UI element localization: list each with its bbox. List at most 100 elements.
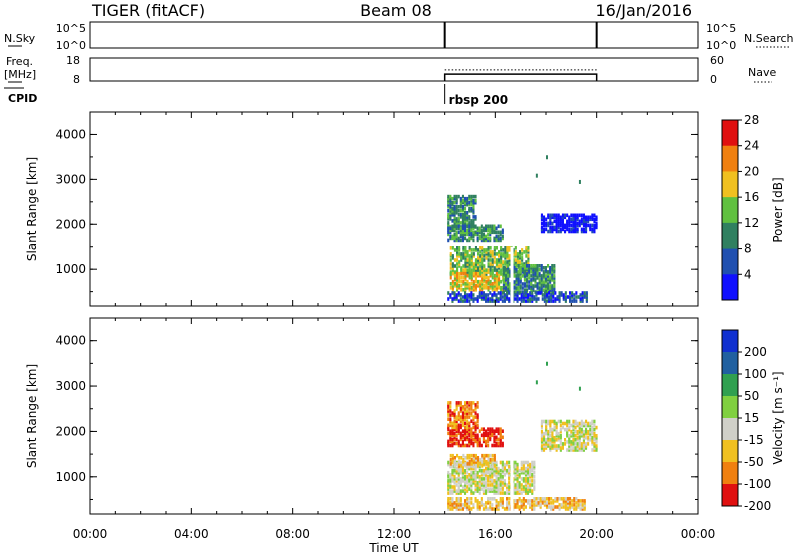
- power-cell: [515, 274, 518, 278]
- power-cell: [479, 264, 482, 268]
- power-cell: [500, 260, 503, 264]
- power-cell: [472, 254, 475, 258]
- velocity-cell: [495, 489, 498, 493]
- velocity-cell: [453, 435, 456, 440]
- velocity-cell: [457, 503, 460, 507]
- power-cell: [528, 264, 531, 268]
- velocity-cell: [466, 456, 469, 460]
- power-cell: [554, 299, 557, 303]
- velocity-cell: [503, 462, 506, 467]
- power-cell: [477, 252, 480, 256]
- power-cell: [585, 215, 588, 220]
- power-cell: [507, 268, 510, 272]
- power-cell: [522, 297, 525, 301]
- power-cell: [507, 270, 510, 274]
- power-cell: [556, 297, 559, 301]
- velocity-cell: [581, 503, 584, 507]
- power-cell: [523, 250, 526, 254]
- velocity-cell: [581, 499, 584, 503]
- power-cell: [561, 219, 564, 224]
- power-cell: [458, 248, 461, 252]
- power-cell: [540, 264, 543, 268]
- power-cell: [506, 248, 509, 252]
- colorbar-tick-label: 100: [744, 367, 767, 381]
- power-cell: [466, 286, 469, 290]
- velocity-cell: [451, 479, 454, 483]
- power-cell: [528, 266, 531, 270]
- power-cell: [530, 288, 533, 292]
- velocity-cell: [580, 429, 583, 434]
- velocity-cell: [477, 456, 480, 460]
- power-cell: [470, 230, 473, 235]
- velocity-cell: [582, 444, 585, 448]
- velocity-cell: [461, 413, 464, 417]
- velocity-cell: [533, 487, 536, 491]
- power-cell: [480, 228, 483, 233]
- velocity-cell: [585, 446, 588, 450]
- velocity-cell: [522, 466, 525, 471]
- power-cell: [572, 221, 575, 226]
- velocity-cell: [508, 491, 511, 495]
- power-cell: [474, 198, 477, 203]
- power-cell: [468, 286, 471, 290]
- velocity-cell: [558, 497, 561, 501]
- velocity-cell: [527, 479, 530, 483]
- power-cell: [513, 280, 516, 284]
- power-cell: [459, 234, 462, 239]
- power-cell: [476, 236, 479, 241]
- velocity-cell: [480, 443, 483, 448]
- power-cell: [451, 264, 454, 268]
- velocity-cell: [489, 487, 492, 491]
- velocity-cell: [447, 441, 450, 446]
- velocity-cell: [573, 499, 576, 503]
- velocity-cell: [531, 507, 534, 511]
- velocity-cell: [495, 468, 498, 473]
- power-cell: [540, 288, 543, 292]
- power-cell: [549, 276, 552, 280]
- power-cell: [479, 268, 482, 272]
- power-cell: [479, 254, 482, 258]
- power-cell: [460, 254, 463, 258]
- velocity-cell: [580, 434, 583, 438]
- power-cell: [485, 286, 488, 290]
- velocity-cell: [474, 460, 477, 464]
- velocity-cell: [497, 468, 500, 473]
- velocity-cell: [553, 427, 556, 432]
- velocity-cell: [487, 501, 490, 505]
- power-cell: [498, 270, 501, 274]
- power-cell: [451, 268, 454, 272]
- power-colorbar-frame: [721, 119, 739, 301]
- power-cell: [495, 284, 498, 288]
- velocity-cell: [482, 477, 485, 481]
- velocity-cell: [453, 423, 456, 428]
- power-colorbar-swatch: [722, 197, 738, 224]
- velocity-cell: [457, 441, 460, 446]
- velocity-cell: [474, 439, 477, 444]
- velocity-cell: [497, 489, 500, 493]
- velocity-cell: [464, 431, 467, 436]
- velocity-cell: [459, 405, 462, 409]
- sky-left-label: N.Sky: [4, 32, 36, 45]
- power-cell: [543, 291, 546, 295]
- velocity-cell: [522, 501, 525, 505]
- power-cell: [515, 278, 518, 282]
- velocity-cell: [571, 503, 574, 507]
- time-axis: 00:00 04:00 08:00 12:00 16:00 20:00 00:00: [73, 527, 716, 541]
- velocity-cell: [449, 435, 452, 440]
- velocity-cell: [491, 433, 494, 438]
- velocity-cell: [447, 423, 450, 428]
- power-cell: [573, 299, 576, 303]
- velocity-cell: [485, 505, 488, 509]
- velocity-cell: [527, 499, 530, 503]
- power-cell: [572, 217, 575, 222]
- velocity-cell: [555, 438, 558, 442]
- velocity-cell: [527, 501, 530, 505]
- power-cell: [568, 219, 571, 224]
- power-cell: [464, 250, 467, 254]
- power-cell: [479, 288, 482, 292]
- velocity-cell: [476, 405, 479, 409]
- power-cell: [585, 221, 588, 226]
- power-cell: [489, 271, 492, 276]
- velocity-cell: [478, 501, 481, 505]
- velocity-cell: [516, 468, 519, 473]
